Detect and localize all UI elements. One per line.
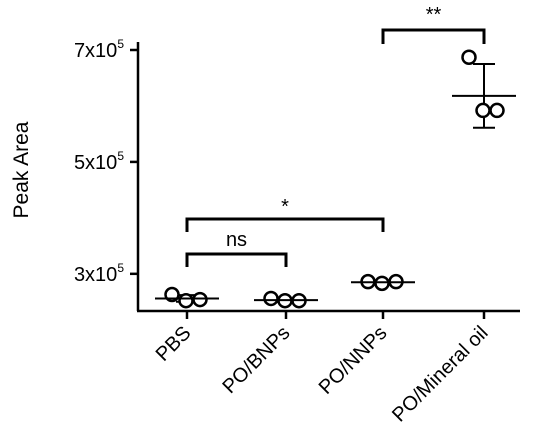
y-ticks: 3x105 5x105 7x105 xyxy=(74,37,138,286)
significance-label: ** xyxy=(426,4,442,26)
x-tick-label: PBS xyxy=(152,322,196,366)
x-tick-label: PO/BNPs xyxy=(218,322,294,398)
data-groups xyxy=(155,49,516,309)
significance-bracket xyxy=(185,252,288,267)
significance-label: ns xyxy=(226,229,247,251)
significance-label: * xyxy=(281,196,289,218)
axes xyxy=(136,42,520,313)
data-point xyxy=(475,102,491,119)
significance-bracket xyxy=(381,28,486,44)
significance-bracket xyxy=(185,217,385,232)
y-axis-label: Peak Area xyxy=(10,121,33,218)
data-group xyxy=(351,273,415,292)
data-point xyxy=(192,291,208,308)
data-point xyxy=(263,290,279,307)
y-tick-label: 5x105 xyxy=(74,149,124,174)
significance-brackets: ns*** xyxy=(185,4,486,267)
x-tick-label: PO/NNPs xyxy=(315,322,392,399)
data-group xyxy=(155,286,219,309)
data-point xyxy=(374,275,390,292)
data-point xyxy=(178,292,194,309)
y-tick-label: 7x105 xyxy=(74,37,124,62)
data-group xyxy=(452,49,516,129)
data-point xyxy=(489,102,505,119)
data-group xyxy=(254,290,318,309)
y-tick-label: 3x105 xyxy=(74,261,124,286)
x-tick-label: PO/Mineral oil xyxy=(388,322,492,426)
data-point xyxy=(461,49,477,66)
